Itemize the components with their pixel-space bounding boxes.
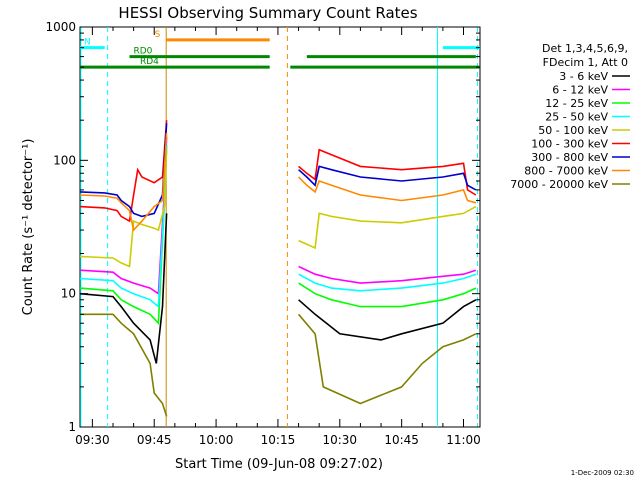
legend-header: FDecim 1, Att 0: [543, 56, 628, 69]
x-axis-label: Start Time (09-Jun-08 09:27:02): [175, 457, 383, 472]
y-axis-label: Count Rate (s⁻¹ detector⁻¹): [21, 139, 36, 316]
series-line: [79, 149, 477, 268]
x-tick-label: 10:30: [322, 433, 357, 447]
legend: Det 1,3,4,5,6,9,FDecim 1, Att 03 - 6 keV…: [510, 42, 630, 191]
y-tick-label: 10: [61, 287, 76, 301]
y-tick-label: 100: [53, 153, 76, 167]
plot-frame: [79, 26, 481, 428]
state-bar-label: RD4: [140, 57, 159, 67]
x-tick-label: 11:00: [446, 433, 481, 447]
chart-title: HESSI Observing Summary Count Rates: [118, 4, 417, 22]
series-line: [79, 145, 477, 309]
y-tick-label: 1: [68, 420, 76, 434]
series-line: [80, 313, 477, 417]
y-axis: 1 10 100 1000: [45, 20, 480, 434]
series-line: [79, 133, 477, 232]
legend-label: 300 - 800 keV: [531, 151, 608, 164]
x-tick-label: 10:15: [261, 433, 296, 447]
series-line: [79, 123, 477, 218]
footer-date: 1-Dec-2009 02:30: [571, 469, 634, 477]
event-vlines: [80, 27, 479, 427]
series-line: [79, 120, 477, 223]
legend-label: 100 - 300 keV: [531, 138, 608, 151]
legend-label: 50 - 100 keV: [538, 124, 608, 137]
legend-label: 12 - 25 keV: [545, 97, 608, 110]
state-bar-label: S: [155, 30, 161, 40]
state-bar-label: N: [84, 38, 91, 48]
legend-label: 7000 - 20000 keV: [510, 178, 608, 191]
series-line: [79, 213, 477, 364]
x-axis: 09:30 09:45 10:00 10:15 10:30 10:45 11:00: [75, 27, 481, 447]
series-lines: [79, 120, 477, 417]
y-tick-label: 1000: [45, 20, 76, 34]
legend-label: 800 - 7000 keV: [524, 165, 608, 178]
legend-label: 25 - 50 keV: [545, 111, 608, 124]
legend-label: 3 - 6 keV: [559, 70, 608, 83]
x-tick-label: 10:45: [384, 433, 419, 447]
legend-label: 6 - 12 keV: [552, 84, 608, 97]
legend-header: Det 1,3,4,5,6,9,: [542, 42, 628, 55]
x-tick-label: 09:30: [75, 433, 110, 447]
state-bar-label: RD0: [133, 47, 152, 57]
x-tick-label: 09:45: [137, 433, 172, 447]
x-tick-label: 10:00: [199, 433, 234, 447]
